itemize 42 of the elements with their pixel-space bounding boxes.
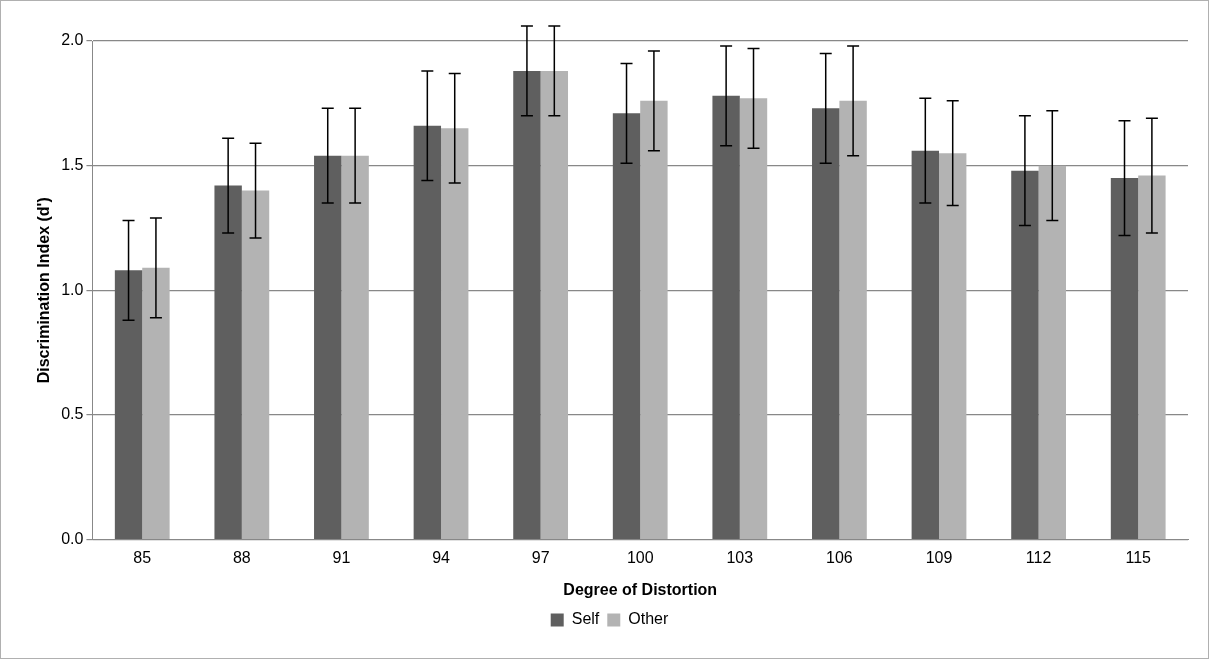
x-tick-label: 85	[133, 548, 152, 566]
bar	[612, 113, 641, 539]
x-tick-label: 103	[726, 548, 754, 566]
x-axis-title: Degree of Distortion	[563, 580, 718, 598]
bar	[911, 150, 940, 539]
bar	[241, 190, 270, 539]
bar	[640, 100, 668, 539]
y-tick-label: 1.0	[61, 280, 84, 298]
x-tick-label: 88	[232, 548, 251, 566]
y-tick-label: 2.0	[61, 31, 84, 49]
x-tick-label: 94	[432, 548, 451, 566]
y-tick-label: 0.5	[61, 405, 84, 423]
x-tick-label: 97	[531, 548, 550, 566]
x-tick-label: 109	[925, 548, 953, 566]
x-tick-label: 112	[1025, 548, 1052, 566]
y-tick-label: 1.5	[61, 156, 84, 174]
bar	[1110, 178, 1139, 539]
legend-label: Other	[628, 610, 669, 628]
bar	[1138, 175, 1166, 539]
bar	[1011, 170, 1039, 539]
bar	[812, 108, 840, 539]
bar	[114, 270, 143, 539]
bar	[540, 70, 569, 539]
bar	[739, 98, 768, 539]
legend-label: Self	[571, 610, 600, 628]
bar	[1038, 165, 1066, 539]
x-tick-label: 115	[1125, 548, 1152, 566]
bar	[839, 100, 867, 539]
bar	[441, 128, 469, 539]
x-tick-label: 106	[826, 548, 853, 566]
bar	[939, 153, 967, 539]
y-axis-title: Discrimination Index (d')	[35, 197, 53, 384]
bar	[214, 185, 242, 539]
bar	[142, 267, 170, 539]
x-tick-label: 91	[332, 548, 351, 566]
bar	[413, 125, 442, 539]
bar	[513, 70, 541, 539]
bar	[712, 95, 740, 539]
bar	[341, 155, 369, 539]
bar	[314, 155, 342, 539]
x-tick-label: 100	[626, 548, 654, 566]
y-tick-label: 0.0	[61, 530, 84, 548]
